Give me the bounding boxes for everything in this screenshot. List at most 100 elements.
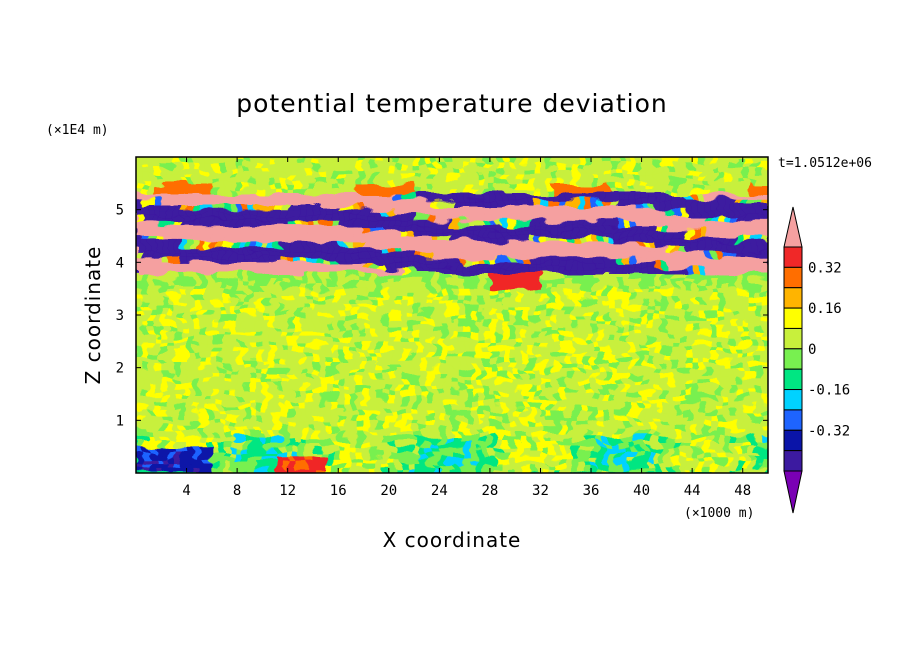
field-cell	[559, 214, 567, 221]
field-cell	[470, 320, 478, 327]
field-cell	[578, 394, 586, 400]
field-cell	[407, 325, 415, 332]
field-cell	[553, 362, 561, 369]
field-cell	[755, 278, 763, 284]
field-cell	[496, 293, 504, 300]
field-cell	[445, 341, 453, 348]
field-cell	[350, 367, 358, 374]
field-cell	[414, 272, 421, 279]
field-cell	[565, 299, 573, 306]
field-cell	[388, 288, 396, 295]
field-cell	[515, 341, 523, 348]
field-cell	[237, 351, 245, 358]
field-cell	[508, 357, 516, 363]
field-cell	[502, 299, 510, 306]
field-cell	[407, 346, 415, 353]
field-cell	[186, 214, 194, 221]
field-cell	[224, 462, 232, 469]
field-cell	[723, 409, 731, 416]
field-cell	[154, 230, 162, 237]
field-cell	[230, 214, 238, 221]
field-cell	[388, 241, 396, 248]
field-cell	[616, 262, 624, 269]
field-cell	[591, 304, 598, 311]
field-cell	[622, 220, 630, 227]
field-cell	[660, 246, 668, 253]
field-cell	[496, 230, 504, 237]
field-cell	[704, 446, 712, 453]
field-cell	[660, 467, 668, 473]
field-cell	[730, 241, 737, 248]
field-cell	[540, 325, 548, 332]
field-cell	[527, 420, 535, 427]
field-cell	[578, 230, 586, 237]
field-cell	[294, 446, 301, 453]
field-cell	[704, 409, 712, 416]
field-cell	[527, 425, 535, 432]
field-cell	[407, 272, 415, 279]
field-cell	[445, 288, 453, 295]
field-cell	[660, 357, 668, 363]
field-cell	[180, 225, 188, 232]
field-cell	[148, 409, 156, 416]
field-cell	[224, 336, 232, 342]
field-cell	[205, 336, 213, 342]
field-cell	[294, 430, 301, 437]
field-cell	[401, 367, 409, 374]
field-cell	[395, 372, 403, 379]
field-cell	[679, 425, 687, 432]
field-cell	[281, 415, 289, 421]
field-cell	[180, 362, 188, 369]
field-cell	[452, 346, 459, 353]
field-cell	[584, 336, 592, 342]
field-cell	[559, 446, 567, 453]
field-cell	[546, 236, 554, 242]
field-cell	[407, 278, 415, 284]
field-cell	[256, 446, 263, 453]
field-cell	[647, 367, 655, 374]
field-cell	[439, 220, 447, 227]
field-cell	[136, 220, 143, 227]
field-cell	[692, 325, 700, 332]
field-cell	[628, 383, 636, 390]
field-cell	[445, 225, 453, 232]
field-cell	[287, 230, 295, 237]
field-cell	[553, 367, 561, 374]
field-cell	[161, 351, 169, 358]
field-cell	[211, 241, 219, 248]
field-cell	[628, 330, 636, 337]
field-cell	[635, 278, 643, 284]
field-cell	[218, 409, 226, 416]
field-cell	[527, 462, 535, 469]
field-cell	[565, 383, 573, 390]
field-cell	[256, 336, 263, 342]
field-cell	[211, 351, 219, 358]
field-cell	[483, 278, 491, 284]
field-cell	[325, 257, 333, 263]
field-cell	[508, 346, 516, 353]
field-cell	[230, 441, 238, 448]
field-cell	[635, 367, 643, 374]
field-cell	[597, 241, 605, 248]
field-cell	[294, 467, 301, 473]
field-cell	[388, 230, 396, 237]
field-cell	[331, 399, 339, 406]
field-cell	[749, 415, 756, 421]
field-cell	[654, 283, 662, 290]
field-cell	[439, 230, 447, 237]
field-cell	[363, 225, 371, 232]
field-cell	[749, 367, 756, 374]
field-cell	[673, 383, 681, 390]
field-cell	[350, 341, 358, 348]
field-cell	[749, 346, 756, 353]
field-cell	[268, 299, 276, 306]
field-cell	[654, 251, 662, 258]
field-cell	[154, 299, 162, 306]
field-cell	[534, 388, 542, 395]
field-cell	[211, 325, 219, 332]
field-cell	[281, 462, 289, 469]
field-cell	[679, 357, 687, 363]
field-cell	[420, 399, 428, 406]
field-cell	[382, 446, 390, 453]
field-cell	[666, 267, 674, 274]
